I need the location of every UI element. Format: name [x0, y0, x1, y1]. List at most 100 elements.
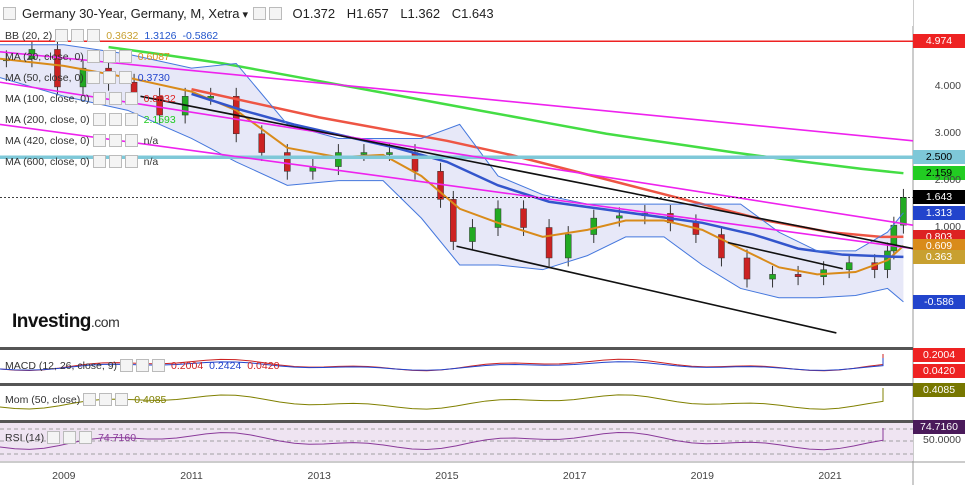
indicator-label: MA (600, close, 0): [5, 155, 90, 168]
rsi-panel-separator: [0, 420, 913, 423]
close-icon[interactable]: [115, 393, 129, 406]
indicator-label: MA (50, close, 0): [5, 71, 84, 84]
indicator-value: 0.3632: [106, 29, 139, 42]
x-tick-label: 2013: [307, 470, 331, 482]
price-label: 0.609: [913, 238, 965, 253]
indicator-value: 0.4085: [134, 393, 167, 406]
visibility-icon[interactable]: [136, 359, 150, 372]
indicator-legend[interactable]: MA (50, close, 0) 0.3730: [5, 71, 170, 84]
candle-body: [411, 152, 419, 172]
candle-body: [590, 217, 598, 235]
visibility-icon[interactable]: [99, 393, 113, 406]
visibility-icon[interactable]: [108, 113, 122, 126]
candle-body: [258, 133, 266, 153]
settings-icon[interactable]: [253, 6, 267, 20]
indicator-label: MA (420, close, 0): [5, 134, 90, 147]
chart-title: Germany 30-Year, Germany, M, Xetra: [22, 5, 240, 21]
series-line-14: [727, 241, 843, 270]
price-label: 1.313: [913, 205, 965, 220]
close-icon[interactable]: [124, 113, 138, 126]
ohlc-low: L1.362: [400, 5, 441, 21]
mom-legend[interactable]: Mom (50, close) 0.4085: [5, 393, 166, 406]
candle-body: [718, 234, 725, 259]
y-tick-label: 3.000: [934, 126, 961, 139]
candle-body: [520, 208, 527, 228]
visibility-icon[interactable]: [71, 29, 85, 42]
indicator-legend[interactable]: MA (20, close, 0) 0.6087: [5, 50, 170, 63]
settings-icon[interactable]: [86, 71, 100, 84]
x-tick-label: 2017: [562, 470, 587, 482]
indicator-label: RSI (14): [5, 431, 45, 444]
rsi-tick-label: 50.0000: [923, 434, 961, 446]
settings-icon[interactable]: [83, 393, 97, 406]
candle-body: [494, 208, 502, 228]
y-tick-label: 2.000: [934, 173, 961, 186]
indicator-label: BB (20, 2): [5, 29, 53, 42]
close-icon[interactable]: [87, 29, 101, 42]
visibility-icon[interactable]: [102, 50, 116, 63]
indicator-value: n/a: [143, 155, 159, 168]
indicator-label: MA (100, close, 0): [5, 92, 90, 105]
ohlc-open: O1.372: [292, 5, 336, 21]
visibility-icon[interactable]: [102, 71, 116, 84]
close-icon[interactable]: [124, 134, 138, 147]
candle-body: [769, 274, 776, 280]
settings-icon[interactable]: [92, 155, 106, 168]
chart-header: Germany 30-Year, Germany, M, Xetra ▾ O1.…: [0, 0, 913, 26]
settings-icon[interactable]: [86, 50, 100, 63]
visibility-icon[interactable]: [63, 431, 77, 444]
series-line-10: [0, 81, 914, 226]
panel-price-label: 0.4085: [913, 383, 965, 397]
rsi-line: [0, 428, 884, 451]
visibility-icon[interactable]: [108, 155, 122, 168]
series-line-11: [0, 123, 914, 250]
visibility-icon[interactable]: [108, 92, 122, 105]
candle-body: [469, 227, 476, 242]
settings-icon[interactable]: [92, 134, 106, 147]
settings-icon[interactable]: [55, 29, 69, 42]
indicator-value: 0.8032: [143, 92, 176, 105]
y-tick-label: 4.000: [934, 79, 961, 92]
settings-icon[interactable]: [47, 431, 61, 444]
ohlc-values: O1.372 H1.657 L1.362 C1.643: [292, 6, 501, 21]
indicator-value: 0.6087: [137, 50, 170, 63]
close-icon[interactable]: [79, 431, 93, 444]
indicator-legend[interactable]: BB (20, 2) 0.3632 1.3126 -0.5862: [5, 29, 218, 42]
settings-icon[interactable]: [92, 113, 106, 126]
settings-icon[interactable]: [92, 92, 106, 105]
close-icon[interactable]: [118, 71, 132, 84]
rsi-legend[interactable]: RSI (14) 74.7160: [5, 431, 136, 444]
macd-panel-separator: [0, 347, 913, 350]
chevron-down-icon[interactable]: ▾: [242, 8, 249, 21]
candle-body: [386, 152, 393, 155]
close-icon[interactable]: [269, 6, 283, 20]
close-icon[interactable]: [118, 50, 132, 63]
close-icon[interactable]: [152, 359, 166, 372]
indicator-value: 1.3126: [144, 29, 177, 42]
indicator-legend[interactable]: MA (420, close, 0) n/a: [5, 134, 158, 147]
price-label: -0.586: [913, 294, 965, 309]
close-icon[interactable]: [124, 92, 138, 105]
collapse-icon[interactable]: [3, 6, 16, 20]
close-icon[interactable]: [124, 155, 138, 168]
candle-body: [284, 152, 291, 172]
x-tick-label: 2021: [818, 470, 842, 482]
indicator-label: MA (200, close, 0): [5, 113, 90, 126]
settings-icon[interactable]: [120, 359, 134, 372]
series-line-9: [0, 50, 914, 142]
indicator-legend[interactable]: MA (600, close, 0) n/a: [5, 155, 158, 168]
bollinger-band-fill: [0, 44, 904, 302]
visibility-icon[interactable]: [108, 134, 122, 147]
price-label: 2.500: [913, 150, 965, 165]
candle-body: [564, 234, 572, 259]
indicator-legend[interactable]: MA (100, close, 0) 0.8032: [5, 92, 176, 105]
ohlc-high: H1.657: [346, 5, 389, 21]
mom-panel-separator: [0, 383, 913, 386]
indicator-legend[interactable]: MA (200, close, 0) 2.1593: [5, 113, 176, 126]
price-label: 2.159: [913, 166, 965, 181]
candle-body: [450, 199, 457, 242]
indicator-value: 0.0420: [247, 359, 280, 372]
candle-body: [845, 262, 853, 270]
indicator-value: n/a: [143, 134, 159, 147]
macd-legend[interactable]: MACD (12, 26, close, 9) 0.2004 0.2424 0.042…: [5, 359, 279, 372]
